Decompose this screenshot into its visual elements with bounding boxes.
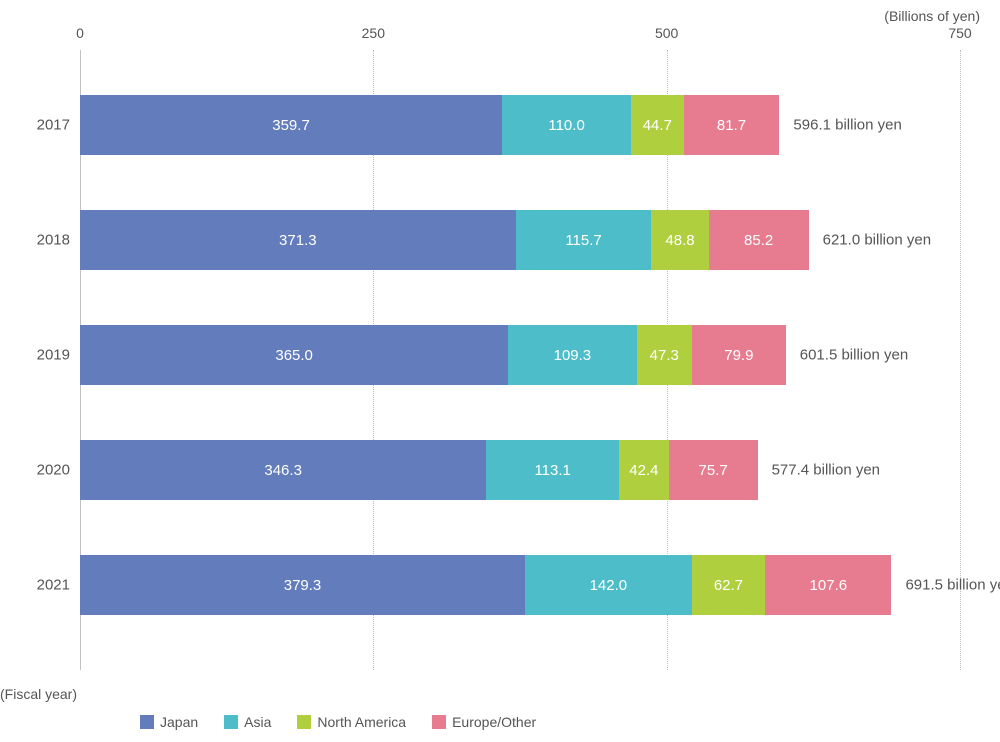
bar-row: 2019365.0109.347.379.9601.5 billion yen	[80, 325, 960, 385]
legend: Japan Asia North America Europe/Other	[140, 714, 536, 730]
bar-segment-asia: 109.3	[508, 325, 636, 385]
legend-label: Europe/Other	[452, 714, 536, 730]
segment-value-label: 62.7	[714, 577, 743, 594]
legend-label: North America	[317, 714, 406, 730]
bar-segment-na: 48.8	[651, 210, 708, 270]
segment-value-label: 85.2	[744, 232, 773, 249]
x-tick-label: 750	[948, 25, 971, 41]
segment-value-label: 75.7	[699, 462, 728, 479]
bar-segment-japan: 371.3	[80, 210, 516, 270]
segment-value-label: 107.6	[810, 577, 848, 594]
segment-value-label: 44.7	[643, 117, 672, 134]
segment-value-label: 81.7	[717, 117, 746, 134]
bar-stack: 346.3 113.1 42.4 75.7	[80, 440, 758, 500]
bar-segment-asia: 142.0	[525, 555, 692, 615]
bar-segment-na: 42.4	[619, 440, 669, 500]
bar-segment-eu: 85.2	[709, 210, 809, 270]
segment-value-label: 359.7	[272, 117, 310, 134]
bar-row: 2018371.3115.748.885.2621.0 billion yen	[80, 210, 960, 270]
bar-row: 2021379.3142.062.7107.6691.5 billion yen	[80, 555, 960, 615]
bar-segment-na: 47.3	[637, 325, 692, 385]
legend-item-japan: Japan	[140, 714, 198, 730]
legend-item-asia: Asia	[224, 714, 271, 730]
year-label: 2017	[20, 117, 70, 134]
segment-value-label: 346.3	[264, 462, 302, 479]
bar-segment-na: 44.7	[631, 95, 683, 155]
bar-segment-asia: 110.0	[502, 95, 631, 155]
bar-stack: 365.0 109.3 47.3 79.9	[80, 325, 786, 385]
bar-stack: 371.3 115.7 48.8 85.2	[80, 210, 809, 270]
bar-stack: 359.7 110.0 44.7 81.7	[80, 95, 779, 155]
x-tick-label: 0	[76, 25, 84, 41]
row-total-label: 577.4 billion yen	[772, 462, 880, 479]
year-label: 2019	[20, 347, 70, 364]
unit-label: (Billions of yen)	[884, 8, 980, 24]
bar-segment-eu: 107.6	[765, 555, 891, 615]
plot-area: 02505007502017359.7110.044.781.7596.1 bi…	[80, 50, 960, 670]
segment-value-label: 115.7	[565, 232, 601, 249]
bar-segment-eu: 75.7	[669, 440, 758, 500]
segment-value-label: 365.0	[275, 347, 313, 364]
row-total-label: 691.5 billion yen	[905, 577, 1000, 594]
legend-item-eu: Europe/Other	[432, 714, 536, 730]
bar-segment-asia: 113.1	[486, 440, 619, 500]
legend-swatch	[224, 715, 238, 729]
x-tick-label: 500	[655, 25, 678, 41]
x-tick-label: 250	[362, 25, 385, 41]
bar-row: 2020346.3113.142.475.7577.4 billion yen	[80, 440, 960, 500]
row-total-label: 621.0 billion yen	[823, 232, 931, 249]
bar-segment-japan: 346.3	[80, 440, 486, 500]
legend-swatch	[297, 715, 311, 729]
segment-value-label: 113.1	[534, 462, 570, 479]
bar-stack: 379.3 142.0 62.7 107.6	[80, 555, 891, 615]
year-label: 2020	[20, 462, 70, 479]
bar-segment-japan: 359.7	[80, 95, 502, 155]
segment-value-label: 47.3	[650, 347, 679, 364]
legend-swatch	[432, 715, 446, 729]
segment-value-label: 371.3	[279, 232, 317, 249]
legend-swatch	[140, 715, 154, 729]
bar-segment-japan: 365.0	[80, 325, 508, 385]
bar-segment-asia: 115.7	[516, 210, 652, 270]
legend-item-na: North America	[297, 714, 406, 730]
segment-value-label: 48.8	[665, 232, 694, 249]
segment-value-label: 79.9	[724, 347, 753, 364]
segment-value-label: 109.3	[554, 347, 592, 364]
segment-value-label: 142.0	[590, 577, 628, 594]
revenue-by-region-chart: (Billions of yen) 0 250 500 750 2017 359.7 110…	[0, 0, 1000, 742]
legend-label: Japan	[160, 714, 198, 730]
row-total-label: 601.5 billion yen	[800, 347, 908, 364]
segment-value-label: 110.0	[548, 117, 584, 134]
segment-value-label: 42.4	[629, 462, 658, 479]
bar-row: 2017359.7110.044.781.7596.1 billion yen	[80, 95, 960, 155]
year-label: 2018	[20, 232, 70, 249]
year-label: 2021	[20, 577, 70, 594]
bar-segment-na: 62.7	[692, 555, 766, 615]
y-axis-title: (Fiscal year)	[0, 686, 77, 702]
bar-segment-japan: 379.3	[80, 555, 525, 615]
bar-segment-eu: 81.7	[684, 95, 780, 155]
segment-value-label: 379.3	[284, 577, 322, 594]
legend-label: Asia	[244, 714, 271, 730]
row-total-label: 596.1 billion yen	[793, 117, 901, 134]
bar-segment-eu: 79.9	[692, 325, 786, 385]
